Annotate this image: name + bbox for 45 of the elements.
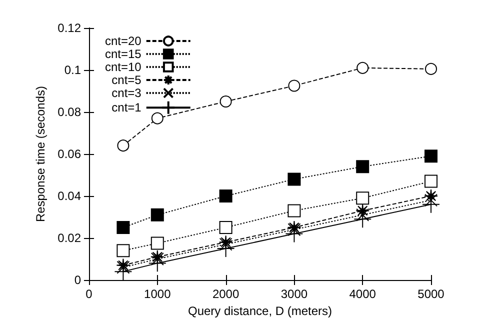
x-tick-label: 3000 xyxy=(280,287,308,301)
point xyxy=(150,252,164,266)
point xyxy=(424,150,438,163)
point xyxy=(356,192,370,205)
point xyxy=(288,172,301,186)
x-tick-label: 0 xyxy=(86,287,93,301)
point xyxy=(150,236,164,250)
y-tick-label: 0.02 xyxy=(58,231,82,245)
point xyxy=(116,221,130,234)
legend-label: cnt=5 xyxy=(112,73,142,87)
point xyxy=(288,223,301,236)
point xyxy=(116,260,130,274)
y-tick-label: 0.06 xyxy=(58,147,82,161)
point xyxy=(356,208,370,222)
x-tick-label: 1000 xyxy=(144,287,172,301)
point xyxy=(424,194,438,207)
x-tick-label: 4000 xyxy=(349,287,376,301)
legend-label: cnt=15 xyxy=(104,47,142,61)
point xyxy=(219,221,232,234)
point xyxy=(356,62,369,74)
x-tick-label: 5000 xyxy=(418,287,445,301)
y-tick-label: 0.08 xyxy=(58,105,82,119)
point xyxy=(117,140,130,152)
point xyxy=(288,80,300,92)
point xyxy=(150,208,164,222)
y-axis-title: Response time (seconds) xyxy=(34,86,48,222)
point xyxy=(219,190,232,202)
point xyxy=(116,244,130,258)
y-tick-label: 0.04 xyxy=(58,189,82,203)
point xyxy=(424,174,438,188)
x-tick-label: 2000 xyxy=(212,287,240,301)
point xyxy=(151,112,164,124)
legend-label: cnt=20 xyxy=(104,34,142,48)
y-tick-label: 0.12 xyxy=(58,21,82,35)
legend-label: cnt=1 xyxy=(112,100,142,115)
x-axis-title: Query distance, D (meters) xyxy=(188,304,332,318)
point xyxy=(220,96,232,108)
point xyxy=(425,62,437,75)
legend-label: cnt=10 xyxy=(104,60,142,74)
point xyxy=(219,238,232,251)
point xyxy=(356,160,370,174)
legend-label: cnt=3 xyxy=(112,86,142,100)
y-tick-label: 0.1 xyxy=(64,63,82,77)
point xyxy=(288,204,301,218)
y-tick-label: 0 xyxy=(74,273,82,287)
